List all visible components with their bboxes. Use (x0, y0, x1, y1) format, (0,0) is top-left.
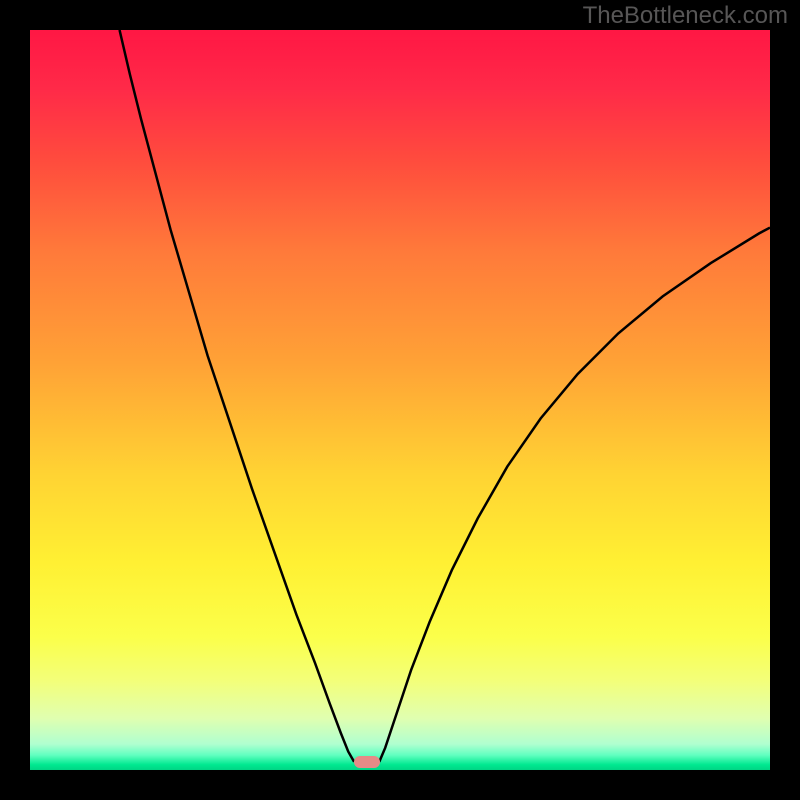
chart-plot-area (30, 30, 770, 770)
bottleneck-curve (30, 30, 770, 770)
optimal-point-marker (354, 756, 380, 768)
watermark-text: TheBottleneck.com (583, 2, 788, 30)
